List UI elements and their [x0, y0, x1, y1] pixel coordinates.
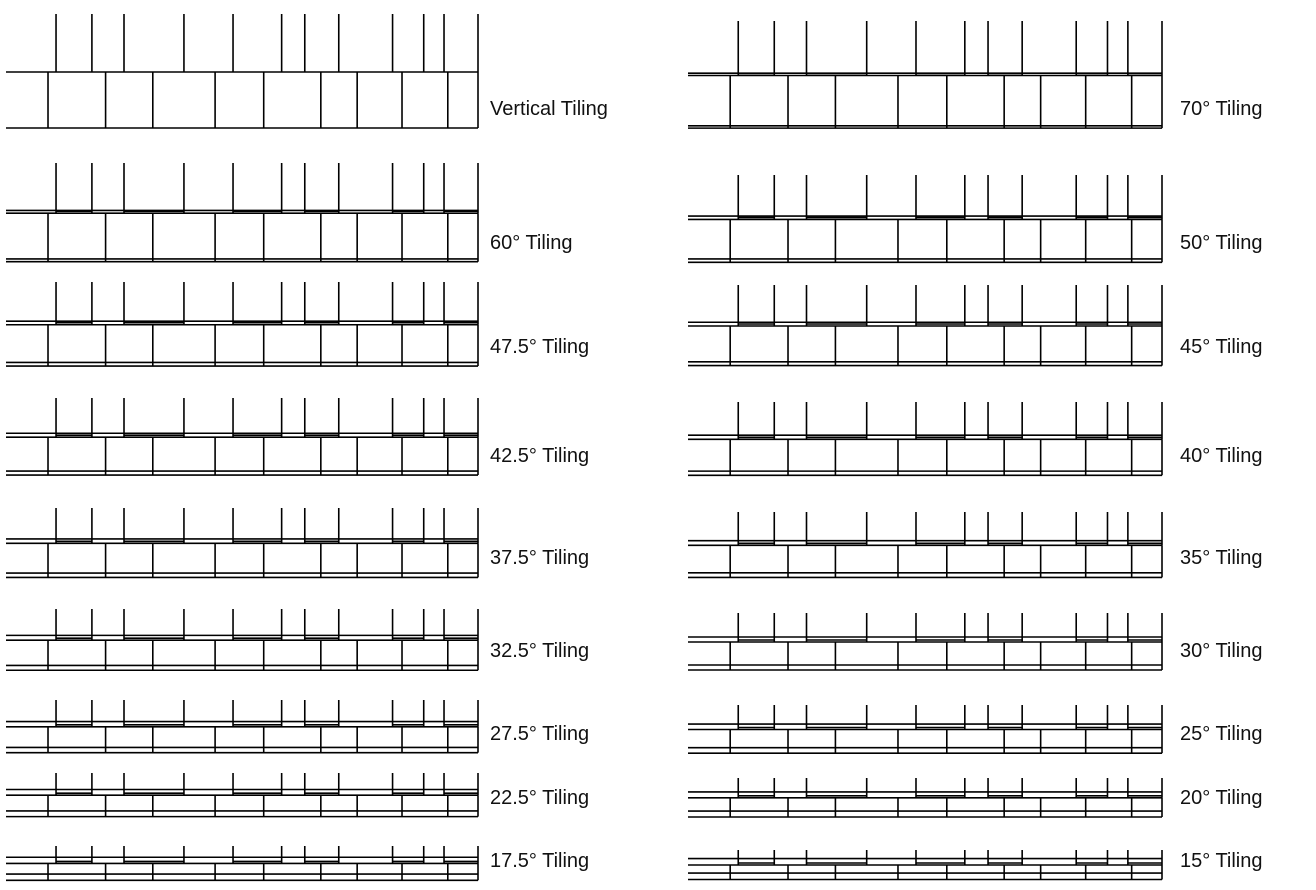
tiling-label: 30° Tiling — [1180, 640, 1263, 662]
tiling-panel: 22.5° Tiling — [6, 765, 650, 818]
tiling-panel: 42.5° Tiling — [6, 390, 650, 476]
tiling-drawing — [6, 281, 479, 367]
tiling-label: 45° Tiling — [1180, 335, 1263, 358]
tiling-label: 15° Tiling — [1180, 849, 1263, 872]
tiling-drawing — [6, 845, 479, 881]
tiling-drawing — [6, 773, 479, 818]
tiling-label: 40° Tiling — [1180, 444, 1263, 467]
tiling-label: 25° Tiling — [1180, 722, 1263, 745]
tiling-drawing — [6, 700, 479, 754]
tiling-panel: 50° Tiling — [688, 167, 1316, 263]
tiling-label: 70° Tiling — [1180, 97, 1263, 120]
tiling-label: 35° Tiling — [1180, 546, 1263, 569]
tiling-drawing — [688, 401, 1163, 476]
tiling-panel: 40° Tiling — [688, 394, 1316, 476]
tiling-label: 47.5° Tiling — [490, 335, 590, 358]
tiling-panel: 32.5° Tiling — [6, 601, 650, 671]
tiling-panel: 20° Tiling — [688, 770, 1316, 818]
tiling-panel: 25° Tiling — [688, 697, 1316, 754]
tiling-label: 17.5° Tiling — [490, 849, 590, 872]
tiling-label: 32.5° Tiling — [490, 639, 590, 662]
tiling-drawing — [6, 163, 479, 263]
tiling-label: Vertical Tiling — [490, 98, 608, 120]
tiling-drawing — [688, 613, 1163, 671]
tiling-label: 20° Tiling — [1180, 786, 1263, 809]
tiling-panel: 45° Tiling — [688, 277, 1316, 367]
tiling-drawing — [6, 397, 479, 476]
tiling-label: 27.5° Tiling — [490, 722, 590, 745]
tiling-panel: 17.5° Tiling — [6, 838, 650, 881]
tiling-drawing — [688, 20, 1163, 129]
tiling-drawing — [688, 285, 1163, 367]
tiling-drawing — [6, 14, 479, 129]
tiling-label: 42.5° Tiling — [490, 444, 590, 467]
tiling-panel: 30° Tiling — [688, 605, 1316, 671]
tiling-label: 50° Tiling — [1180, 231, 1263, 254]
tiling-drawing — [6, 507, 479, 578]
tiling-panel: 60° Tiling — [6, 155, 650, 263]
tiling-drawing — [6, 608, 479, 671]
tiling-panel: Vertical Tiling — [6, 6, 650, 129]
tiling-label: 37.5° Tiling — [490, 546, 590, 569]
tiling-panel: 70° Tiling — [688, 13, 1316, 129]
tiling-label: 60° Tiling — [490, 231, 573, 254]
tiling-drawing — [688, 174, 1163, 263]
tiling-panel: 35° Tiling — [688, 504, 1316, 578]
tiling-panel: 27.5° Tiling — [6, 692, 650, 754]
tiling-drawing — [688, 850, 1163, 881]
tiling-label: 22.5° Tiling — [490, 786, 590, 809]
tiling-drawing — [688, 778, 1163, 818]
tiling-drawing — [688, 704, 1163, 754]
tiling-panel: 37.5° Tiling — [6, 500, 650, 578]
tiling-panel: 47.5° Tiling — [6, 274, 650, 367]
tiling-drawing — [688, 511, 1163, 578]
tiling-panel: 15° Tiling — [688, 842, 1316, 881]
